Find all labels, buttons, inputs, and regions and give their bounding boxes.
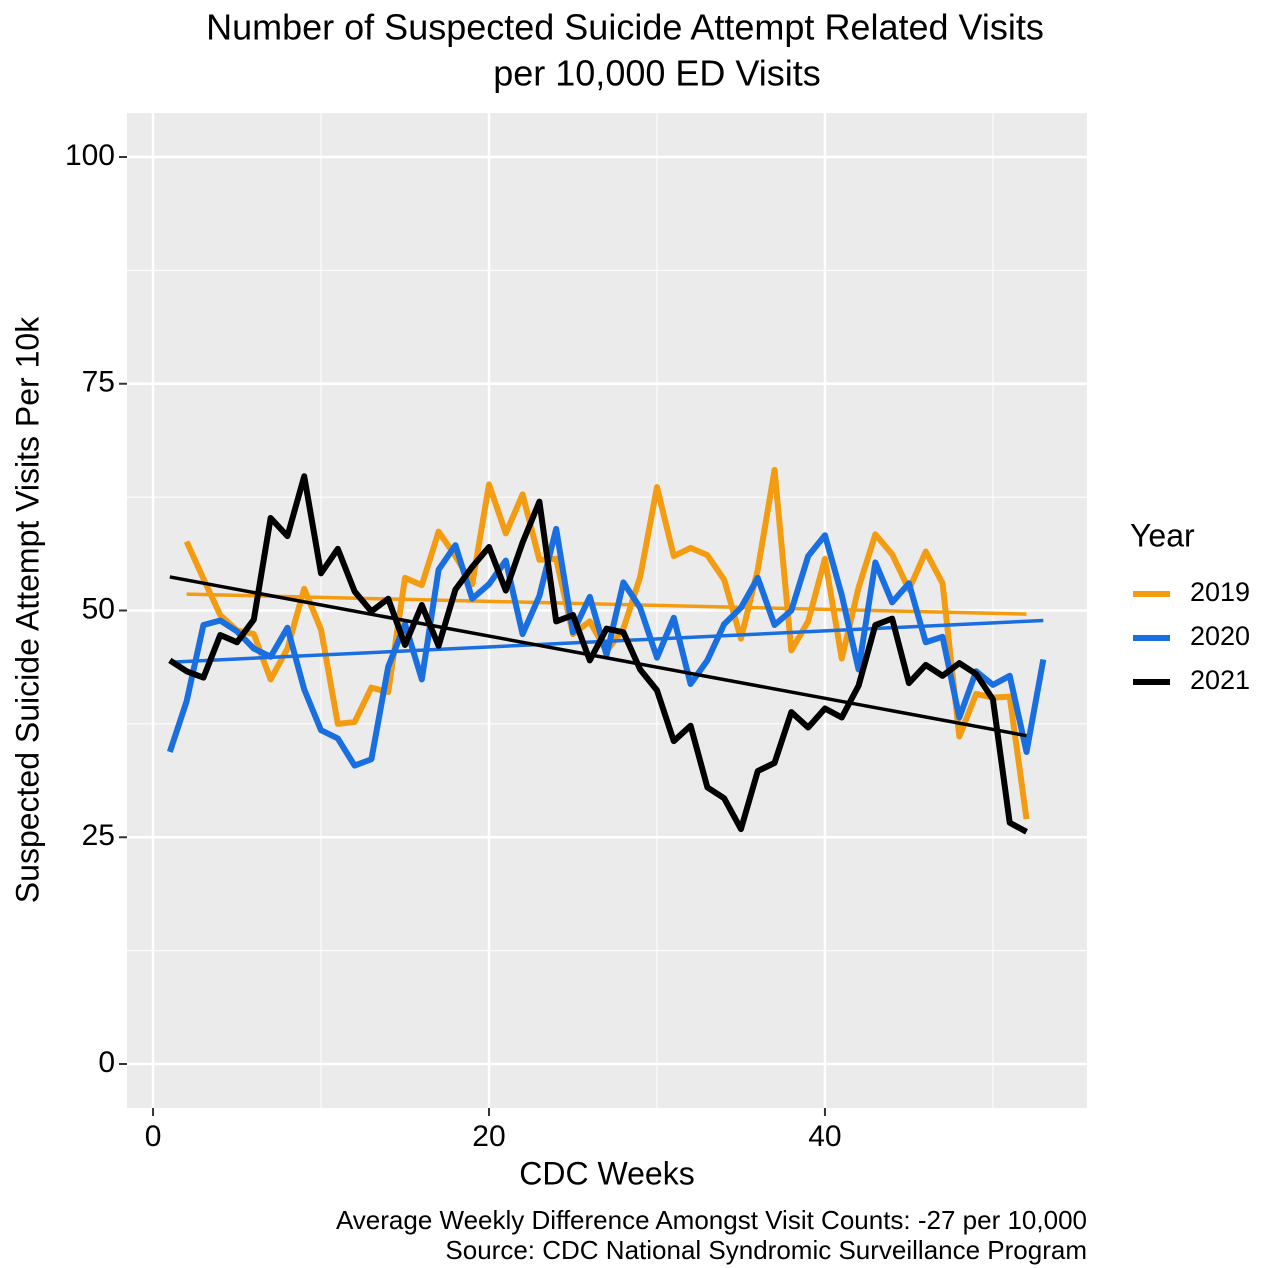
lines — [166, 466, 1047, 835]
trend-line — [169, 618, 1044, 664]
x-tick-label: 40 — [808, 1120, 841, 1153]
y-tick-label: 75 — [82, 366, 115, 399]
y-tick-label: 0 — [98, 1046, 115, 1079]
x-tick-label: 0 — [145, 1120, 162, 1153]
legend-title: Year — [1130, 517, 1195, 553]
trend-line — [169, 575, 1027, 738]
caption: Source: CDC National Syndromic Surveilla… — [445, 1235, 1087, 1265]
data-line — [166, 525, 1047, 769]
legend: 2019 2020 2021 — [1133, 577, 1250, 695]
y-tick-label: 25 — [82, 819, 115, 852]
legend-label: 2019 — [1190, 577, 1250, 607]
y-tick-label: 50 — [82, 592, 115, 625]
caption: Average Weekly Difference Amongst Visit … — [336, 1205, 1087, 1235]
legend-label: 2020 — [1190, 621, 1250, 651]
chart-title: per 10,000 ED Visits — [493, 53, 821, 94]
trend-line — [186, 592, 1027, 616]
y-tick-label: 100 — [65, 139, 115, 172]
data-line — [168, 473, 1028, 835]
y-axis-label: Suspected Suicide Attempt Visits Per 10k — [9, 316, 45, 903]
legend-label: 2021 — [1190, 665, 1250, 695]
chart-title: Number of Suspected Suicide Attempt Rela… — [206, 7, 1044, 48]
x-axis-label: CDC Weeks — [519, 1155, 694, 1191]
x-tick-label: 20 — [472, 1120, 505, 1153]
